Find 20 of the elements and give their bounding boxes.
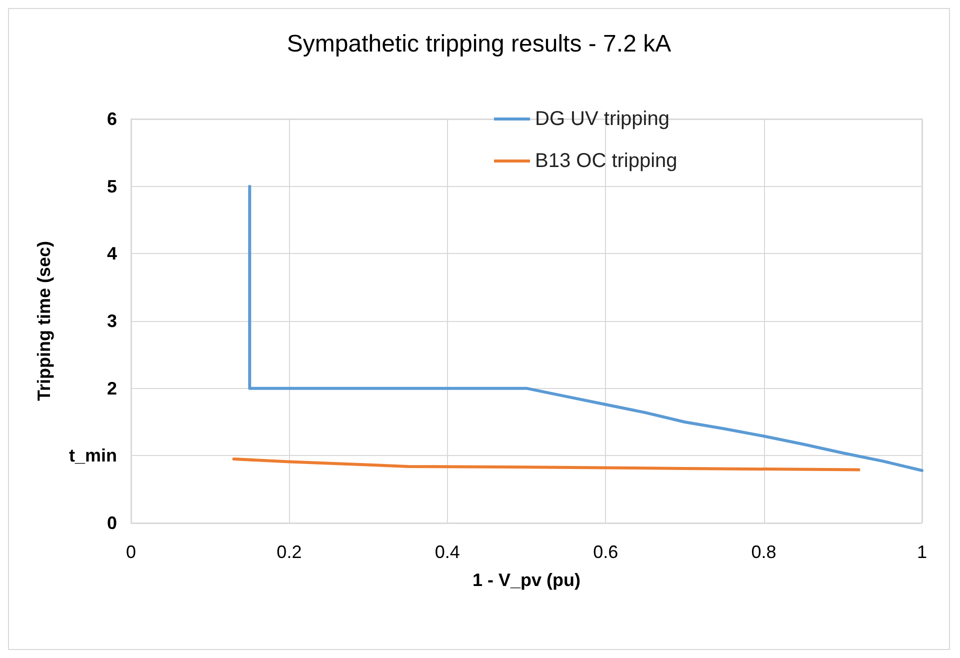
y-tick-label: 5 — [106, 176, 117, 196]
x-tick-label: 0 — [126, 542, 136, 562]
legend-label: B13 OC tripping — [535, 150, 678, 172]
x-tick-label: 1 — [916, 542, 928, 562]
y-tick-label: 0 — [106, 513, 117, 533]
x-tick-label: 0.8 — [751, 542, 776, 562]
x-tick-label: 0.6 — [593, 542, 618, 562]
chart-title: Sympathetic tripping results - 7.2 kA — [286, 30, 672, 58]
legend-label: DG UV tripping — [535, 108, 670, 130]
x-axis-title: 1 - V_pv (pu) — [472, 570, 581, 590]
x-tick-label: 0.4 — [434, 542, 460, 562]
y-tick-label: 6 — [106, 109, 117, 129]
y-tick-label: 3 — [106, 311, 117, 331]
line-series — [232, 458, 860, 472]
y-tick-label: t_min — [68, 446, 117, 466]
line-series — [248, 184, 924, 472]
x-tick-label: 0.2 — [276, 542, 302, 562]
y-tick-label: 2 — [106, 378, 117, 398]
y-tick-label: 4 — [106, 244, 117, 264]
y-axis-title: Tripping time (sec) — [34, 240, 54, 402]
